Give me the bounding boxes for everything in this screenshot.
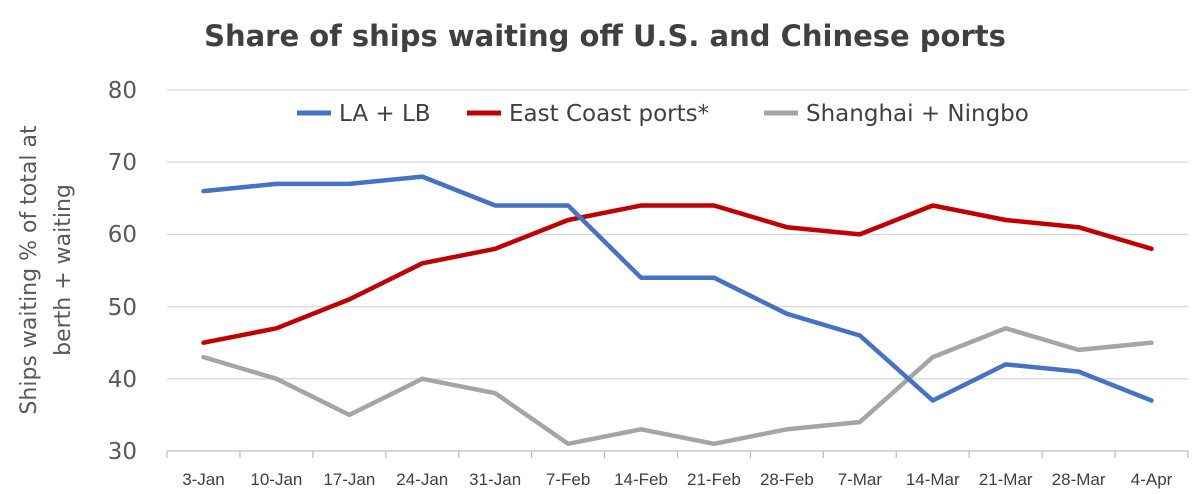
series-line-1 xyxy=(201,203,1154,345)
x-tick-label: 7-Mar xyxy=(838,470,883,489)
x-tick-label: 10-Jan xyxy=(250,470,302,489)
x-tick-label: 3-Jan xyxy=(182,470,225,489)
x-tick-label: 24-Jan xyxy=(396,470,448,489)
x-axis: 3-Jan 10-Jan 17-Jan 24-Jan 31-Jan 7-Feb 14-Feb… xyxy=(166,450,1189,489)
x-tick-label: 21-Feb xyxy=(687,470,741,489)
series-line-2 xyxy=(201,326,1154,447)
y-tick-label: 40 xyxy=(108,367,137,393)
legend-label: LA + LB xyxy=(339,101,431,127)
x-tick-label: 17-Jan xyxy=(323,470,375,489)
series-lines xyxy=(201,174,1154,447)
chart-title: Share of ships waiting off U.S. and Chin… xyxy=(204,19,1006,53)
legend-label: East Coast ports* xyxy=(509,101,709,127)
legend-item-east-coast: East Coast ports* xyxy=(467,101,709,127)
y-tick-label: 60 xyxy=(108,222,137,248)
y-tick-label: 70 xyxy=(108,150,137,176)
y-axis-label-line-2: berth + waiting xyxy=(51,184,76,356)
x-tick-label: 31-Jan xyxy=(469,470,521,489)
y-axis-label-line-1: Ships waiting % of total at xyxy=(17,125,42,415)
x-tick-label: 28-Mar xyxy=(1052,470,1106,489)
legend-item-la-lb: LA + LB xyxy=(297,101,431,127)
x-tick-label: 4-Apr xyxy=(1131,470,1173,489)
x-tick-label: 7-Feb xyxy=(546,470,590,489)
series-line-0 xyxy=(201,174,1154,403)
legend: LA + LB East Coast ports* Shanghai + Nin… xyxy=(297,101,1029,127)
x-tick-label: 21-Mar xyxy=(979,470,1033,489)
y-tick-label: 80 xyxy=(108,78,137,104)
x-tick-label: 14-Feb xyxy=(614,470,668,489)
x-tick-label: 14-Mar xyxy=(906,470,960,489)
legend-item-shanghai-ningbo: Shanghai + Ningbo xyxy=(764,101,1029,127)
y-tick-label: 30 xyxy=(108,439,137,465)
y-tick-label: 50 xyxy=(108,295,137,321)
y-tick-labels: 80 70 60 50 40 30 xyxy=(108,78,137,465)
legend-label: Shanghai + Ningbo xyxy=(806,101,1029,127)
x-tick-label: 28-Feb xyxy=(760,470,814,489)
